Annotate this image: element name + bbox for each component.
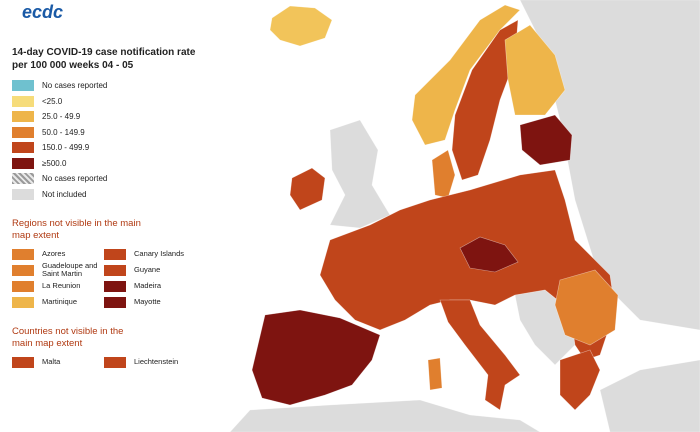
region [431, 149, 456, 199]
legend-entry: La Reunion [12, 278, 104, 294]
legend-entry: Azores [12, 246, 104, 262]
legend-entry: No cases reported [12, 78, 262, 94]
legend-items: No cases reported <25.0 25.0 - 49.9 50.0 - … [12, 78, 262, 202]
section-title: Countries not visible in the main map ex… [12, 326, 124, 349]
region [439, 299, 521, 411]
region [519, 114, 573, 166]
region [504, 24, 566, 116]
legend-label: ≥500.0 [42, 158, 67, 168]
swatch [104, 264, 126, 276]
legend-label: No cases reported [42, 81, 108, 91]
legend-label: Liechtenstein [134, 357, 179, 366]
logo: ecdc [22, 2, 64, 22]
region [554, 269, 619, 346]
legend-entry: Liechtenstein [104, 354, 224, 370]
swatch [12, 173, 34, 185]
region [411, 4, 521, 146]
swatch [12, 142, 34, 154]
swatch [12, 157, 34, 169]
countries-legend: Malta Liechtenstein [12, 354, 262, 370]
legend-label: Mayotte [134, 297, 161, 306]
legend: 14-day COVID-19 case notification rate p… [12, 46, 262, 370]
region [427, 357, 443, 391]
swatch [12, 80, 34, 92]
non-included-land [329, 119, 391, 229]
legend-label: Malta [42, 357, 61, 366]
swatch [104, 248, 126, 260]
legend-entry: Canary Islands [104, 246, 224, 262]
swatch [104, 296, 126, 308]
legend-label: 25.0 - 49.9 [42, 112, 81, 122]
region [559, 349, 601, 411]
legend-entry: 150.0 - 499.9 [12, 140, 262, 156]
legend-label: Madeira [134, 281, 162, 290]
legend-label: La Reunion [42, 281, 81, 290]
non-included-land [229, 399, 541, 432]
legend-entry: ≥500.0 [12, 156, 262, 172]
legend-entry: <25.0 [12, 94, 262, 110]
swatch [12, 356, 34, 368]
swatch [12, 248, 34, 260]
non-included-land [599, 359, 700, 432]
legend-label: 50.0 - 149.9 [42, 127, 85, 137]
section-title: Regions not visible in the main map exte… [12, 218, 141, 241]
swatch [12, 188, 34, 200]
legend-label: Guyane [134, 265, 161, 274]
region [251, 309, 381, 406]
region [269, 5, 333, 47]
swatch [12, 296, 34, 308]
legend-entry: Martinique [12, 294, 104, 310]
swatch [12, 126, 34, 138]
legend-label: Not included [42, 189, 87, 199]
swatch [12, 111, 34, 123]
region [459, 236, 519, 273]
swatch [104, 356, 126, 368]
region [451, 19, 519, 181]
swatch [104, 280, 126, 292]
legend-label: Martinique [42, 297, 78, 306]
swatch [12, 95, 34, 107]
region [319, 169, 616, 361]
legend-entry: Malta [12, 354, 104, 370]
legend-label: 150.0 - 499.9 [42, 143, 90, 153]
legend-label: No cases reported [42, 174, 108, 184]
legend-label: Canary Islands [134, 249, 185, 258]
legend-title: 14-day COVID-19 case notification rate p… [12, 47, 196, 71]
legend-entry: 25.0 - 49.9 [12, 109, 262, 125]
legend-label: Guadeloupe and Saint Martin [42, 261, 98, 278]
swatch [12, 280, 34, 292]
legend-entry: Guyane [104, 262, 224, 278]
legend-label: Azores [42, 249, 66, 258]
swatch [12, 264, 34, 276]
regions-legend: Azores Canary Islands Guadeloupe and Saint… [12, 246, 262, 310]
legend-entry: Not included [12, 187, 262, 203]
legend-entry: Mayotte [104, 294, 224, 310]
region [289, 167, 326, 211]
legend-entry: No cases reported [12, 171, 262, 187]
legend-entry: 50.0 - 149.9 [12, 125, 262, 141]
legend-entry: Guadeloupe and Saint Martin [12, 262, 104, 278]
legend-entry: Madeira [104, 278, 224, 294]
legend-label: <25.0 [42, 96, 63, 106]
